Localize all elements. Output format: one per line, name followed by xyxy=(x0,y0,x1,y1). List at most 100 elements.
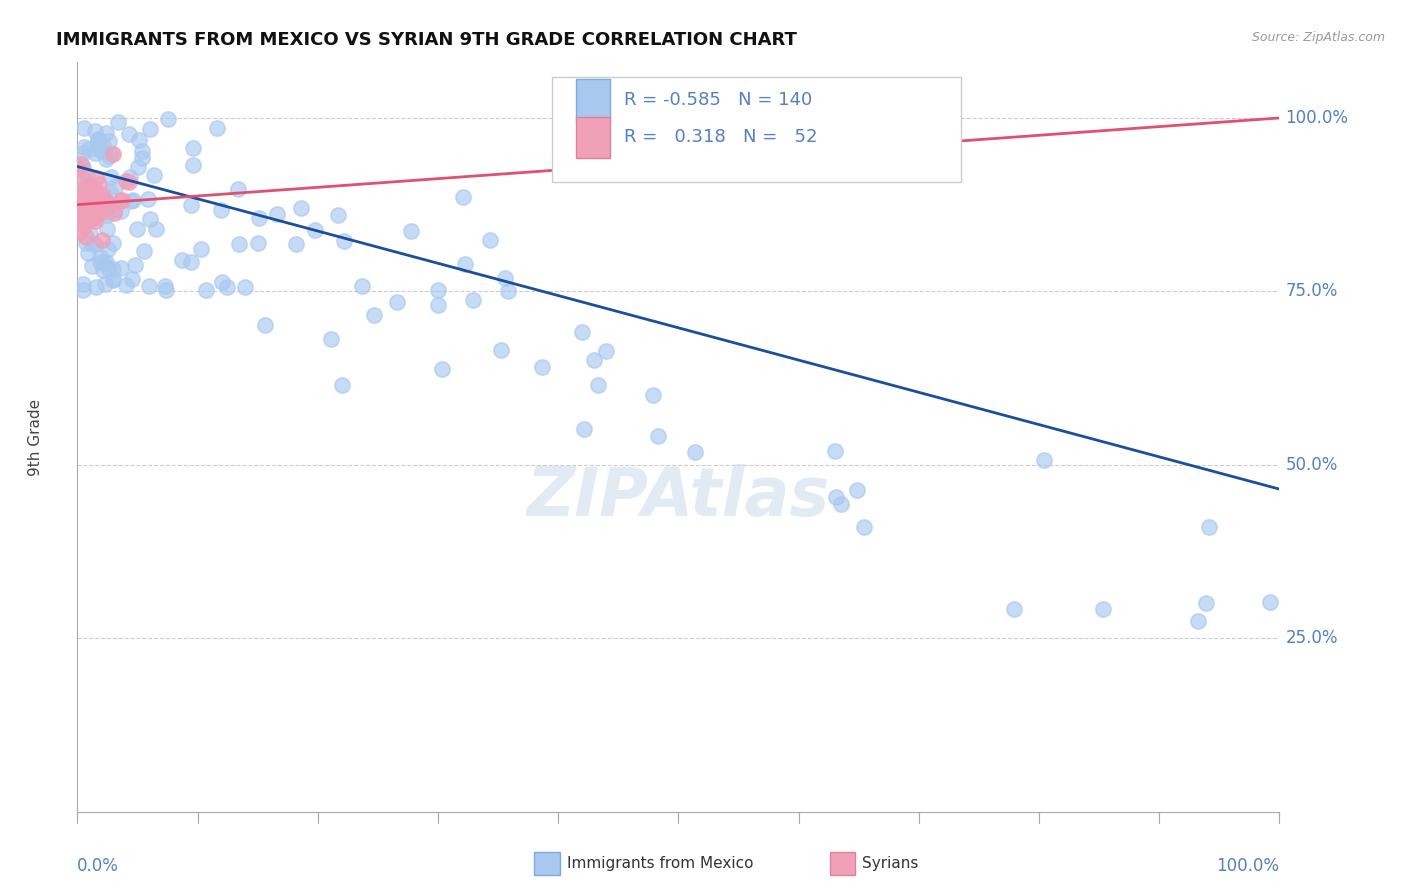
Point xyxy=(82,202,104,217)
Point xyxy=(75,229,97,244)
Point xyxy=(101,235,124,250)
Point xyxy=(70,204,93,219)
Point xyxy=(155,283,177,297)
Point xyxy=(84,211,107,225)
Point xyxy=(101,273,124,287)
Point xyxy=(83,180,105,194)
Point xyxy=(131,145,153,159)
Point xyxy=(491,343,513,358)
Point xyxy=(647,428,669,442)
Point xyxy=(72,277,94,291)
Point xyxy=(228,182,250,196)
Point xyxy=(97,243,120,257)
Point xyxy=(72,283,94,297)
Point xyxy=(100,146,122,161)
Point xyxy=(285,237,308,252)
Point xyxy=(172,252,194,267)
Point xyxy=(181,141,204,155)
Text: R = -0.585   N = 140: R = -0.585 N = 140 xyxy=(624,91,813,109)
Point xyxy=(1195,596,1218,610)
Point xyxy=(110,194,132,209)
Point xyxy=(72,211,94,226)
Point xyxy=(266,207,288,221)
Point xyxy=(114,278,136,293)
Point xyxy=(326,208,349,222)
Point xyxy=(70,211,93,225)
Point xyxy=(77,182,100,196)
Point xyxy=(87,192,110,206)
Point xyxy=(572,422,595,436)
Point xyxy=(70,190,93,204)
Point xyxy=(385,295,408,310)
Point xyxy=(1033,453,1056,467)
Point xyxy=(157,112,180,127)
Point xyxy=(83,184,105,198)
Point xyxy=(588,378,610,392)
Point xyxy=(115,173,138,187)
Point xyxy=(91,263,114,277)
Point xyxy=(76,202,98,217)
Point xyxy=(128,132,150,146)
Point xyxy=(215,280,238,294)
FancyBboxPatch shape xyxy=(576,117,610,158)
Point xyxy=(846,483,869,497)
Point xyxy=(75,236,97,251)
Point xyxy=(332,234,354,248)
Point xyxy=(79,227,101,241)
Point xyxy=(67,211,90,226)
Point xyxy=(70,209,93,223)
Point xyxy=(461,293,484,307)
Point xyxy=(209,203,232,218)
Point xyxy=(121,194,143,208)
Point xyxy=(139,211,162,226)
Point xyxy=(195,283,218,297)
Point xyxy=(72,160,94,174)
Point xyxy=(98,185,121,199)
Point xyxy=(96,208,118,222)
Text: ZIPAtlas: ZIPAtlas xyxy=(527,464,830,530)
Point xyxy=(139,121,162,136)
Text: 9th Grade: 9th Grade xyxy=(28,399,42,475)
Point xyxy=(67,162,90,177)
Point xyxy=(89,255,111,269)
Point xyxy=(352,279,374,293)
Point xyxy=(70,209,93,223)
Text: 0.0%: 0.0% xyxy=(77,856,120,875)
Point xyxy=(110,204,132,219)
Point xyxy=(321,332,343,346)
Point xyxy=(96,222,118,236)
Point xyxy=(824,444,846,458)
Point xyxy=(571,326,593,340)
Point xyxy=(83,237,105,252)
Point xyxy=(67,191,90,205)
Text: 50.0%: 50.0% xyxy=(1285,456,1339,474)
Point xyxy=(84,123,107,137)
Point xyxy=(830,497,852,511)
Point xyxy=(103,202,125,216)
Point xyxy=(181,158,204,172)
Point xyxy=(67,202,90,216)
Text: IMMIGRANTS FROM MEXICO VS SYRIAN 9TH GRADE CORRELATION CHART: IMMIGRANTS FROM MEXICO VS SYRIAN 9TH GRA… xyxy=(56,31,797,49)
Point xyxy=(82,236,104,251)
Point xyxy=(73,178,96,193)
Point xyxy=(76,178,98,193)
Point xyxy=(67,187,90,202)
Point xyxy=(1002,602,1025,616)
Point xyxy=(103,206,125,220)
Point xyxy=(121,272,143,286)
Point xyxy=(73,219,96,234)
Point xyxy=(72,215,94,229)
Point xyxy=(110,261,132,276)
Point xyxy=(120,169,142,184)
Point xyxy=(94,277,117,292)
Point xyxy=(111,194,134,208)
Point xyxy=(96,202,118,216)
Point xyxy=(80,212,103,227)
Point xyxy=(96,153,118,167)
Point xyxy=(496,285,519,299)
Point xyxy=(77,142,100,156)
Point xyxy=(100,170,122,185)
Point xyxy=(290,201,312,215)
Point xyxy=(595,344,617,359)
Point xyxy=(479,233,502,247)
